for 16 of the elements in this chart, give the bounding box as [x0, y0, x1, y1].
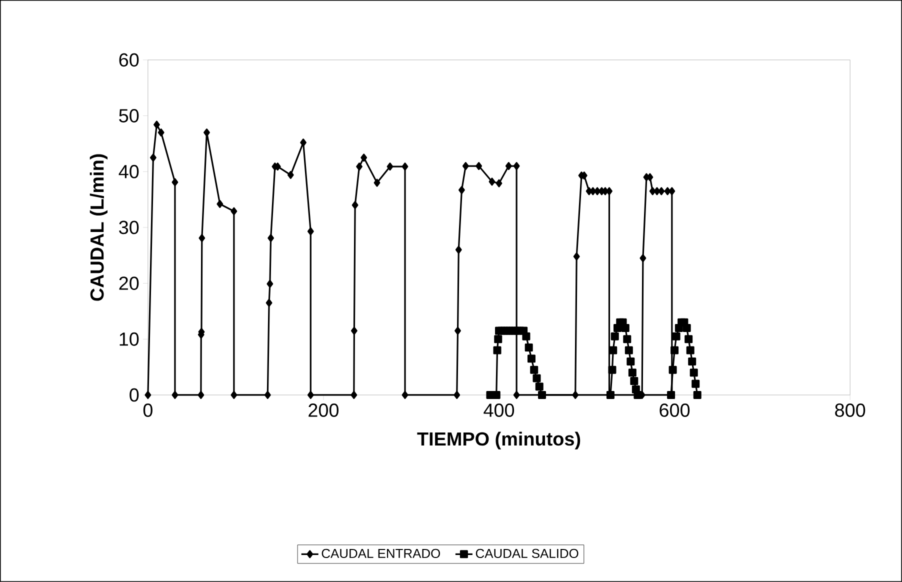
y-axis-title: CAUDAL (L/min)	[90, 154, 108, 301]
y-tick-label: 10	[120, 332, 139, 346]
y-tick-label: 50	[119, 109, 139, 122]
x-axis-title: TIEMPO (minutos)	[417, 432, 580, 450]
y-tick-label: 60	[119, 53, 139, 67]
legend-label: CAUDAL ENTRADO	[322, 548, 440, 558]
legend-label: CAUDAL SALIDO	[476, 548, 578, 558]
y-tick-label: 20	[119, 276, 139, 290]
y-tick-label: 30	[119, 220, 139, 234]
y-tick-label: 0	[130, 388, 139, 402]
x-tick-label: 800	[835, 404, 866, 417]
x-tick-label: 0	[143, 404, 152, 417]
x-tick-label: 400	[484, 404, 514, 417]
x-tick-label: 200	[308, 404, 339, 417]
x-tick-label: 600	[660, 404, 690, 417]
y-tick-label: 40	[118, 164, 139, 178]
